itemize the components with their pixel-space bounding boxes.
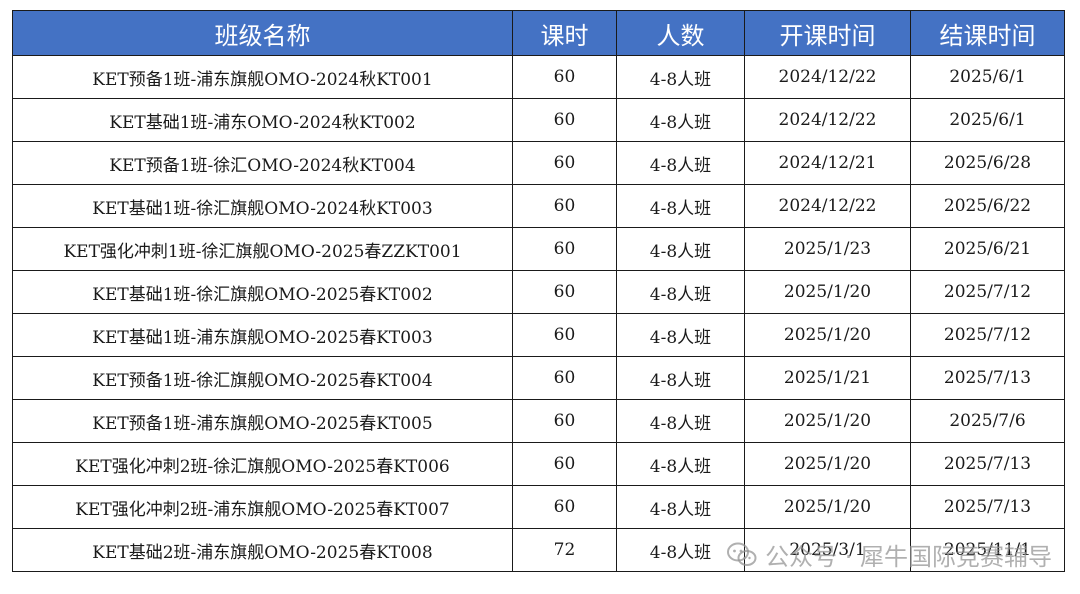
cell-end-date: 2025/6/22 xyxy=(910,184,1065,228)
cell-class-size: 4-8人班 xyxy=(616,399,745,443)
cell-hours: 60 xyxy=(512,55,617,99)
cell-end-date: 2025/6/1 xyxy=(910,98,1065,142)
table-row: KET预备1班-徐汇OMO-2024秋KT004 60 4-8人班 2024/1… xyxy=(12,141,1065,185)
cell-start-date: 2024/12/22 xyxy=(744,55,911,99)
schedule-table-container: 班级名称 课时 人数 开课时间 结课时间 KET预备1班-浦东旗舰OMO-202… xyxy=(12,10,1065,572)
cell-end-date: 2025/6/28 xyxy=(910,141,1065,185)
cell-start-date: 2025/1/20 xyxy=(744,485,911,529)
cell-start-date: 2024/12/22 xyxy=(744,184,911,228)
cell-hours: 60 xyxy=(512,98,617,142)
cell-end-date: 2025/7/12 xyxy=(910,313,1065,357)
cell-hours: 72 xyxy=(512,528,617,572)
table-row: KET基础1班-浦东旗舰OMO-2025春KT003 60 4-8人班 2025… xyxy=(12,313,1065,357)
cell-class-name: KET预备1班-浦东旗舰OMO-2024秋KT001 xyxy=(12,55,513,99)
header-start-date: 开课时间 xyxy=(744,10,911,56)
cell-start-date: 2025/1/20 xyxy=(744,442,911,486)
cell-hours: 60 xyxy=(512,399,617,443)
cell-start-date: 2025/1/23 xyxy=(744,227,911,271)
cell-end-date: 2025/7/13 xyxy=(910,485,1065,529)
cell-class-size: 4-8人班 xyxy=(616,356,745,400)
cell-class-name: KET强化冲刺1班-徐汇旗舰OMO-2025春ZZKT001 xyxy=(12,227,513,271)
table-row: KET强化冲刺2班-徐汇旗舰OMO-2025春KT006 60 4-8人班 20… xyxy=(12,442,1065,486)
table-row: KET基础1班-徐汇旗舰OMO-2025春KT002 60 4-8人班 2025… xyxy=(12,270,1065,314)
cell-hours: 60 xyxy=(512,485,617,529)
cell-class-size: 4-8人班 xyxy=(616,313,745,357)
cell-hours: 60 xyxy=(512,270,617,314)
table-row: KET基础2班-浦东旗舰OMO-2025春KT008 72 4-8人班 2025… xyxy=(12,528,1065,572)
cell-class-name: KET预备1班-浦东旗舰OMO-2025春KT005 xyxy=(12,399,513,443)
cell-class-size: 4-8人班 xyxy=(616,227,745,271)
cell-start-date: 2024/12/21 xyxy=(744,141,911,185)
cell-end-date: 2025/6/1 xyxy=(910,55,1065,99)
table-row: KET预备1班-徐汇旗舰OMO-2025春KT004 60 4-8人班 2025… xyxy=(12,356,1065,400)
cell-end-date: 2025/7/13 xyxy=(910,356,1065,400)
cell-end-date: 2025/7/6 xyxy=(910,399,1065,443)
cell-class-size: 4-8人班 xyxy=(616,270,745,314)
cell-class-name: KET强化冲刺2班-浦东旗舰OMO-2025春KT007 xyxy=(12,485,513,529)
table-header: 班级名称 课时 人数 开课时间 结课时间 xyxy=(12,10,1065,56)
cell-class-size: 4-8人班 xyxy=(616,528,745,572)
cell-class-name: KET基础1班-浦东OMO-2024秋KT002 xyxy=(12,98,513,142)
cell-hours: 60 xyxy=(512,227,617,271)
cell-end-date: 2025/7/12 xyxy=(910,270,1065,314)
cell-class-size: 4-8人班 xyxy=(616,141,745,185)
table-body: KET预备1班-浦东旗舰OMO-2024秋KT001 60 4-8人班 2024… xyxy=(12,55,1065,572)
header-class-size: 人数 xyxy=(616,10,745,56)
cell-hours: 60 xyxy=(512,356,617,400)
cell-hours: 60 xyxy=(512,184,617,228)
header-hours: 课时 xyxy=(512,10,617,56)
cell-start-date: 2025/3/1 xyxy=(744,528,911,572)
cell-class-name: KET基础2班-浦东旗舰OMO-2025春KT008 xyxy=(12,528,513,572)
cell-class-size: 4-8人班 xyxy=(616,98,745,142)
cell-hours: 60 xyxy=(512,442,617,486)
cell-start-date: 2024/12/22 xyxy=(744,98,911,142)
cell-class-size: 4-8人班 xyxy=(616,184,745,228)
cell-end-date: 2025/11/1 xyxy=(910,528,1065,572)
cell-end-date: 2025/7/13 xyxy=(910,442,1065,486)
cell-start-date: 2025/1/20 xyxy=(744,313,911,357)
header-row: 班级名称 课时 人数 开课时间 结课时间 xyxy=(12,10,1065,56)
table-row: KET基础1班-徐汇旗舰OMO-2024秋KT003 60 4-8人班 2024… xyxy=(12,184,1065,228)
table-row: KET强化冲刺2班-浦东旗舰OMO-2025春KT007 60 4-8人班 20… xyxy=(12,485,1065,529)
cell-hours: 60 xyxy=(512,141,617,185)
cell-class-name: KET预备1班-徐汇OMO-2024秋KT004 xyxy=(12,141,513,185)
table-row: KET预备1班-浦东旗舰OMO-2024秋KT001 60 4-8人班 2024… xyxy=(12,55,1065,99)
cell-class-size: 4-8人班 xyxy=(616,55,745,99)
cell-class-name: KET基础1班-徐汇旗舰OMO-2025春KT002 xyxy=(12,270,513,314)
cell-start-date: 2025/1/20 xyxy=(744,399,911,443)
cell-class-size: 4-8人班 xyxy=(616,442,745,486)
cell-class-size: 4-8人班 xyxy=(616,485,745,529)
class-schedule-table: 班级名称 课时 人数 开课时间 结课时间 KET预备1班-浦东旗舰OMO-202… xyxy=(12,10,1065,572)
table-row: KET基础1班-浦东OMO-2024秋KT002 60 4-8人班 2024/1… xyxy=(12,98,1065,142)
header-end-date: 结课时间 xyxy=(910,10,1065,56)
cell-class-name: KET基础1班-浦东旗舰OMO-2025春KT003 xyxy=(12,313,513,357)
table-row: KET强化冲刺1班-徐汇旗舰OMO-2025春ZZKT001 60 4-8人班 … xyxy=(12,227,1065,271)
cell-start-date: 2025/1/20 xyxy=(744,270,911,314)
cell-hours: 60 xyxy=(512,313,617,357)
cell-start-date: 2025/1/21 xyxy=(744,356,911,400)
cell-class-name: KET预备1班-徐汇旗舰OMO-2025春KT004 xyxy=(12,356,513,400)
cell-end-date: 2025/6/21 xyxy=(910,227,1065,271)
table-row: KET预备1班-浦东旗舰OMO-2025春KT005 60 4-8人班 2025… xyxy=(12,399,1065,443)
cell-class-name: KET基础1班-徐汇旗舰OMO-2024秋KT003 xyxy=(12,184,513,228)
header-class-name: 班级名称 xyxy=(12,10,513,56)
cell-class-name: KET强化冲刺2班-徐汇旗舰OMO-2025春KT006 xyxy=(12,442,513,486)
